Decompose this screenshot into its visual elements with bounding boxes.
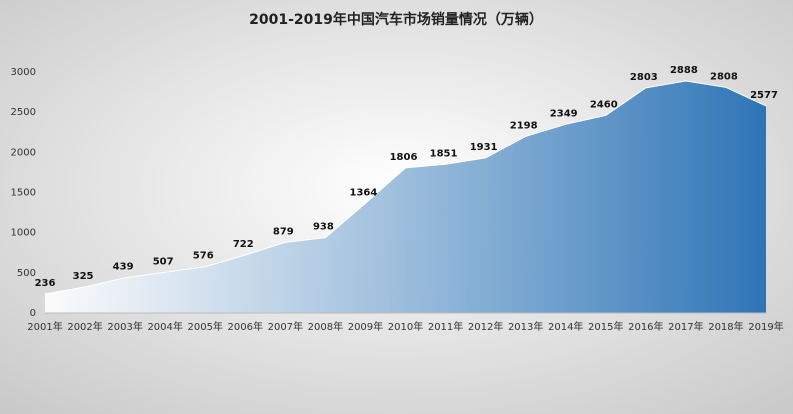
y-tick-label: 2000 <box>11 147 36 158</box>
x-tick-label: 2017年 <box>668 320 703 333</box>
value-label: 507 <box>153 256 174 267</box>
value-label: 576 <box>193 251 214 262</box>
x-tick-label: 2002年 <box>67 320 102 333</box>
x-tick-label: 2014年 <box>548 320 583 333</box>
value-label: 439 <box>113 262 134 273</box>
area <box>45 80 766 313</box>
chart-title: 2001-2019年中国汽车市场销量情况（万辆） <box>249 11 543 28</box>
value-label: 722 <box>233 239 254 250</box>
x-tick-label: 2019年 <box>748 320 783 333</box>
value-label: 1364 <box>350 187 378 198</box>
value-label: 236 <box>35 278 56 289</box>
value-label: 1851 <box>430 148 458 159</box>
x-tick-label: 2012年 <box>468 320 503 333</box>
value-label: 2803 <box>630 72 658 83</box>
value-label: 2808 <box>710 71 738 82</box>
x-tick-label: 2016年 <box>628 320 663 333</box>
x-tick-label: 2001年 <box>27 320 62 333</box>
x-tick-label: 2010年 <box>388 320 423 333</box>
value-label: 325 <box>73 271 94 282</box>
x-tick-label: 2011年 <box>428 320 463 333</box>
value-label: 2577 <box>750 90 778 101</box>
x-tick-label: 2006年 <box>228 320 263 333</box>
value-label: 1931 <box>470 142 498 153</box>
value-label: 879 <box>273 226 294 237</box>
x-tick-label: 2008年 <box>308 320 343 333</box>
x-tick-label: 2007年 <box>268 320 303 333</box>
x-tick-label: 2003年 <box>107 320 142 333</box>
x-tick-label: 2015年 <box>588 320 623 333</box>
value-label: 2888 <box>670 65 698 76</box>
y-tick-label: 1500 <box>11 188 36 199</box>
y-tick-label: 3000 <box>11 67 36 78</box>
x-tick-label: 2004年 <box>147 320 182 333</box>
y-tick-label: 2500 <box>11 107 36 118</box>
value-label: 2198 <box>510 120 538 131</box>
value-label: 2460 <box>590 99 618 110</box>
y-tick-label: 0 <box>30 308 36 319</box>
y-tick-label: 500 <box>17 268 36 279</box>
x-tick-label: 2013年 <box>508 320 543 333</box>
x-tick-label: 2018年 <box>708 320 743 333</box>
area-outline <box>44 80 767 295</box>
value-label: 2349 <box>550 108 578 119</box>
value-label: 938 <box>313 222 334 233</box>
x-tick-label: 2009年 <box>348 320 383 333</box>
x-tick-label: 2005年 <box>187 320 222 333</box>
y-tick-label: 1000 <box>11 228 36 239</box>
value-label: 1806 <box>390 152 418 163</box>
